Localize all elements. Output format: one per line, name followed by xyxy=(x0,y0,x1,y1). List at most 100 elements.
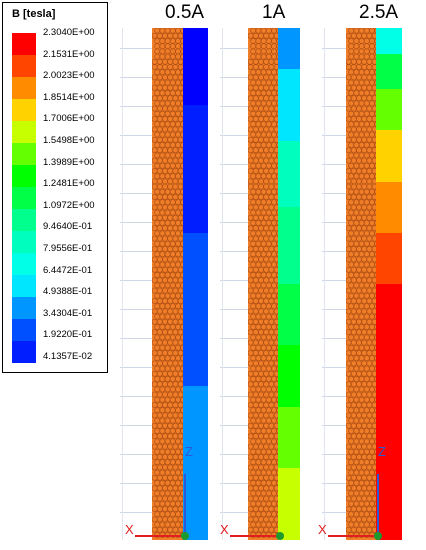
mesh-gridline xyxy=(220,135,248,136)
legend-value-label: 2.3040E+00 xyxy=(43,27,95,38)
flux-band xyxy=(376,181,402,233)
axis-z-label: Z xyxy=(185,444,193,459)
panel-title: 0.5A xyxy=(165,2,205,23)
axis-triad xyxy=(230,532,284,540)
mesh-gridline xyxy=(220,251,248,252)
flux-band xyxy=(376,28,402,54)
mesh-boundary xyxy=(222,28,223,540)
axis-z-label: Z xyxy=(378,444,386,459)
flux-band xyxy=(278,140,300,208)
legend-swatch xyxy=(12,275,36,297)
mesh-gridline xyxy=(322,338,346,339)
mesh-gridline xyxy=(220,222,248,223)
legend-value-label: 1.2481E+00 xyxy=(43,178,95,190)
flux-band xyxy=(278,68,300,141)
mesh-gridline xyxy=(220,193,248,194)
mesh-gridline xyxy=(322,454,346,455)
mesh-gridline xyxy=(322,193,346,194)
legend-swatch xyxy=(12,341,36,363)
coil-winding xyxy=(248,28,278,540)
legend-value-label: 1.8514E+00 xyxy=(43,91,95,103)
color-legend: B [tesla] 2.3040E+00 2.1531E+00 2.0023E+00… xyxy=(2,2,108,373)
mesh-gridline xyxy=(322,367,346,368)
legend-swatch xyxy=(12,121,36,143)
flux-band xyxy=(183,386,208,540)
legend-value-label: 6.4472E-01 xyxy=(43,264,93,276)
flux-band xyxy=(278,28,300,69)
axis-x-label: X xyxy=(125,522,134,537)
panel-title: 1A xyxy=(262,2,286,23)
flux-density-strip xyxy=(278,28,300,540)
mesh-gridline xyxy=(220,77,248,78)
flux-band xyxy=(183,232,208,387)
legend-value-label: 1.3989E+00 xyxy=(43,156,95,168)
legend-swatch xyxy=(12,99,36,121)
mesh-gridline xyxy=(220,454,248,455)
legend-value-label: 9.4640E-01 xyxy=(43,221,93,233)
mesh-gridline xyxy=(322,396,346,397)
mesh-boundary xyxy=(122,28,123,540)
mesh-gridline xyxy=(322,483,346,484)
coil-winding xyxy=(346,28,376,540)
legend-swatch xyxy=(12,297,36,319)
mesh-gridline xyxy=(322,251,346,252)
mesh-gridline xyxy=(120,164,152,165)
legend-swatch xyxy=(12,55,36,77)
mesh-gridline xyxy=(220,367,248,368)
axis-x-label: X xyxy=(220,522,229,537)
legend-value-label: 3.4304E-01 xyxy=(43,307,93,319)
mesh-gridline xyxy=(220,483,248,484)
legend-value-label: 7.9556E-01 xyxy=(43,242,93,254)
mesh-gridline xyxy=(322,425,346,426)
panel-title: 2.5A xyxy=(359,2,399,23)
mesh-gridline xyxy=(120,77,152,78)
flux-band xyxy=(376,284,402,540)
axis-triad xyxy=(328,474,382,540)
flux-band xyxy=(376,130,402,182)
mesh-gridline xyxy=(120,425,152,426)
flux-band xyxy=(376,232,402,284)
mesh-gridline xyxy=(220,338,248,339)
mesh-gridline xyxy=(220,280,248,281)
mesh-gridline xyxy=(322,280,346,281)
axis-x-label: X xyxy=(318,522,327,537)
legend-swatch xyxy=(12,187,36,209)
legend-value-label: 4.1357E-02 xyxy=(43,350,93,362)
mesh-gridline xyxy=(120,135,152,136)
legend-swatch xyxy=(12,143,36,165)
legend-value-label: 1.5498E+00 xyxy=(43,134,95,146)
mesh-gridline xyxy=(120,48,152,49)
flux-band xyxy=(376,89,402,131)
mesh-gridline xyxy=(120,222,152,223)
mesh-gridline xyxy=(120,367,152,368)
mesh-gridline xyxy=(120,512,152,513)
mesh-gridline xyxy=(120,106,152,107)
mesh-gridline xyxy=(322,135,346,136)
legend-swatch xyxy=(12,33,36,55)
legend-swatch xyxy=(12,209,36,231)
mesh-boundary xyxy=(324,28,325,540)
legend-value-label: 2.1531E+00 xyxy=(43,48,95,60)
flux-density-strip xyxy=(376,28,402,540)
flux-band xyxy=(278,345,300,407)
mesh-gridline xyxy=(322,309,346,310)
mesh-gridline xyxy=(120,251,152,252)
legend-color-scale xyxy=(12,33,36,363)
mesh-gridline xyxy=(120,338,152,339)
legend-value-label: 4.9388E-01 xyxy=(43,286,93,298)
flux-band xyxy=(183,28,208,105)
mesh-gridline xyxy=(322,222,346,223)
flux-band xyxy=(278,406,300,469)
legend-values: 2.3040E+00 2.1531E+00 2.0023E+00 1.8514E+00… xyxy=(43,26,95,372)
mesh-gridline xyxy=(220,48,248,49)
mesh-gridline xyxy=(220,396,248,397)
mesh-gridline xyxy=(220,512,248,513)
legend-value-label: 1.7006E+00 xyxy=(43,113,95,125)
mesh-gridline xyxy=(120,483,152,484)
legend-swatch xyxy=(12,77,36,99)
mesh-gridline xyxy=(322,512,346,513)
legend-swatch xyxy=(12,253,36,275)
flux-band xyxy=(278,468,300,540)
mesh-gridline xyxy=(220,309,248,310)
mesh-gridline xyxy=(322,106,346,107)
